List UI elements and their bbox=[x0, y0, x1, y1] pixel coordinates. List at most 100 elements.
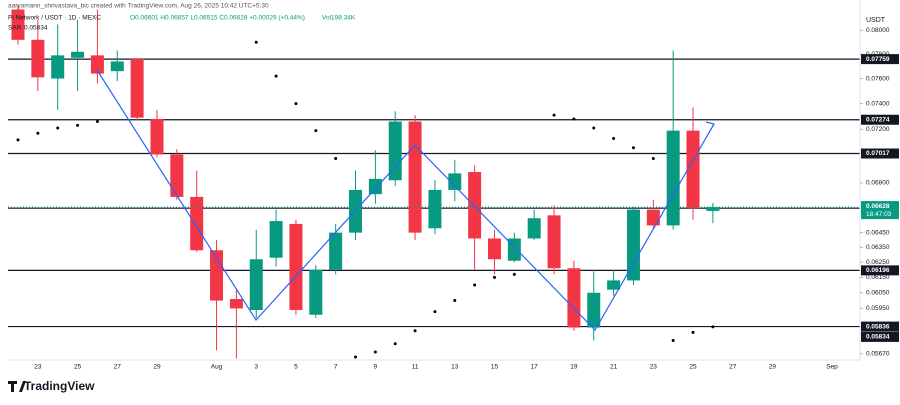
level-label: 0.05836 bbox=[866, 323, 890, 330]
trend-drawing bbox=[96, 69, 715, 331]
x-tick-label: 9 bbox=[374, 364, 378, 371]
candle-body bbox=[190, 196, 204, 251]
x-tick-label: 25 bbox=[689, 364, 697, 371]
x-tick-label: 11 bbox=[412, 364, 419, 371]
sar-dot bbox=[254, 40, 258, 44]
x-tick-label: 19 bbox=[570, 364, 578, 371]
level-label: 0.06196 bbox=[866, 267, 890, 274]
x-tick-label: 13 bbox=[451, 364, 459, 371]
sar-dot bbox=[512, 272, 516, 276]
candle-body bbox=[448, 173, 462, 190]
candle-body bbox=[487, 238, 501, 260]
candle-body bbox=[686, 130, 700, 209]
sar-label-box bbox=[861, 331, 899, 342]
level-label-box bbox=[861, 148, 899, 159]
credit: aaryamann_shrivastava_bic created with T… bbox=[8, 3, 269, 10]
sar-dot bbox=[373, 350, 377, 354]
sar-dot bbox=[453, 299, 457, 303]
currency: USDT bbox=[866, 17, 886, 24]
sar-legend-value: 0.05834 bbox=[24, 25, 48, 32]
symbol: Pi Network / USDT · 1D · MEXC bbox=[8, 15, 101, 22]
sar-dot bbox=[711, 325, 715, 329]
y-tick-label: 0.07600 bbox=[866, 75, 890, 82]
candle-body bbox=[567, 268, 581, 328]
candle-body bbox=[626, 209, 640, 281]
candle-body bbox=[547, 215, 561, 269]
sar-dot bbox=[76, 123, 80, 127]
sar-dot bbox=[433, 310, 437, 314]
sar-dot bbox=[572, 117, 576, 121]
x-tick-label: 25 bbox=[74, 364, 82, 371]
y-tick-label: 0.05670 bbox=[866, 350, 890, 357]
sar-dot bbox=[671, 339, 675, 343]
y-tick-label: 0.07200 bbox=[866, 126, 890, 133]
level-label: 0.07017 bbox=[866, 150, 890, 157]
sar-dot bbox=[56, 126, 60, 130]
level-label-box bbox=[861, 114, 899, 125]
x-tick-label: 23 bbox=[650, 364, 658, 371]
sar-dot bbox=[294, 102, 298, 106]
last-price-box bbox=[861, 201, 899, 220]
y-tick-label: 0.07400 bbox=[866, 100, 890, 107]
candle-body bbox=[587, 292, 601, 328]
x-tick-label: 7 bbox=[334, 364, 338, 371]
sar-dot bbox=[334, 156, 338, 160]
x-tick-label: Sep bbox=[826, 364, 838, 371]
x-tick-label: 29 bbox=[769, 364, 777, 371]
sar-dot bbox=[612, 137, 616, 141]
x-tick-label: 27 bbox=[729, 364, 737, 371]
last-price-label: 0.06628 bbox=[866, 203, 890, 210]
candle-body bbox=[170, 154, 184, 197]
sar-dot bbox=[552, 113, 556, 117]
candle-body bbox=[388, 121, 402, 181]
candle-body bbox=[229, 298, 243, 309]
y-tick-label: 0.06800 bbox=[866, 180, 890, 187]
y-tick-label: 0.06150 bbox=[866, 274, 890, 281]
candle-body bbox=[110, 61, 124, 72]
candle-body bbox=[309, 269, 323, 315]
y-tick-label: 0.08000 bbox=[866, 27, 890, 34]
candle-body bbox=[150, 118, 164, 155]
level-label: 0.07274 bbox=[866, 116, 890, 123]
brand: TradingView bbox=[24, 379, 95, 393]
brand-logo: TradingView bbox=[8, 379, 95, 393]
candle-body bbox=[468, 172, 482, 239]
candle-body bbox=[31, 39, 45, 78]
candle-body bbox=[71, 51, 85, 58]
candle-body bbox=[646, 209, 660, 226]
candle-body bbox=[51, 55, 65, 79]
logo-mark bbox=[8, 381, 26, 392]
level-label-box bbox=[861, 321, 899, 332]
candle-body bbox=[130, 58, 144, 118]
sar-dot bbox=[393, 342, 397, 346]
sar-dot bbox=[413, 329, 417, 333]
x-tick-label: 23 bbox=[34, 364, 42, 371]
x-tick-label: 3 bbox=[254, 364, 258, 371]
y-tick-label: 0.06350 bbox=[866, 244, 890, 251]
sar-dot bbox=[95, 120, 99, 124]
y-tick-label: 0.06250 bbox=[866, 259, 890, 266]
sar-dot bbox=[36, 131, 40, 135]
sar-dot bbox=[274, 74, 278, 78]
candle-body bbox=[607, 280, 621, 290]
x-tick-label: 17 bbox=[531, 364, 539, 371]
x-tick-label: 21 bbox=[610, 364, 618, 371]
candle-body bbox=[368, 178, 382, 195]
sar-label: 0.05834 bbox=[866, 334, 890, 341]
candle-body bbox=[666, 130, 680, 226]
candle-body bbox=[90, 55, 104, 74]
candle-body bbox=[249, 259, 263, 310]
sar-dot bbox=[473, 283, 477, 287]
sar-dot bbox=[314, 129, 318, 133]
level-label: 0.07759 bbox=[866, 56, 890, 63]
candle-body bbox=[408, 121, 422, 233]
level-label-box bbox=[861, 265, 899, 276]
sar-dot bbox=[651, 156, 655, 160]
countdown: 18:47:03 bbox=[866, 211, 892, 218]
sar-dot bbox=[691, 330, 695, 334]
y-tick-label: 0.05950 bbox=[866, 305, 890, 312]
candle-body bbox=[269, 221, 283, 258]
sar-dot bbox=[16, 138, 20, 142]
